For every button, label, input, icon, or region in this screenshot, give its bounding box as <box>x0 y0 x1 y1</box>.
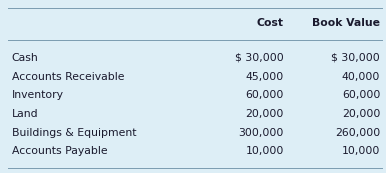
Text: Cash: Cash <box>12 53 38 63</box>
Text: $ 30,000: $ 30,000 <box>235 53 284 63</box>
Text: Inventory: Inventory <box>12 90 64 100</box>
Text: Accounts Receivable: Accounts Receivable <box>12 72 124 82</box>
Text: 300,000: 300,000 <box>238 128 284 138</box>
Text: 260,000: 260,000 <box>335 128 380 138</box>
Text: 20,000: 20,000 <box>342 109 380 119</box>
Text: 40,000: 40,000 <box>342 72 380 82</box>
Text: 45,000: 45,000 <box>245 72 284 82</box>
Text: Land: Land <box>12 109 38 119</box>
Text: Accounts Payable: Accounts Payable <box>12 146 107 156</box>
Text: 10,000: 10,000 <box>342 146 380 156</box>
Text: 60,000: 60,000 <box>342 90 380 100</box>
Text: 20,000: 20,000 <box>245 109 284 119</box>
Text: 60,000: 60,000 <box>245 90 284 100</box>
Text: Book Value: Book Value <box>312 18 380 28</box>
Text: 10,000: 10,000 <box>245 146 284 156</box>
Text: Buildings & Equipment: Buildings & Equipment <box>12 128 136 138</box>
Text: $ 30,000: $ 30,000 <box>332 53 380 63</box>
Text: Cost: Cost <box>257 18 284 28</box>
